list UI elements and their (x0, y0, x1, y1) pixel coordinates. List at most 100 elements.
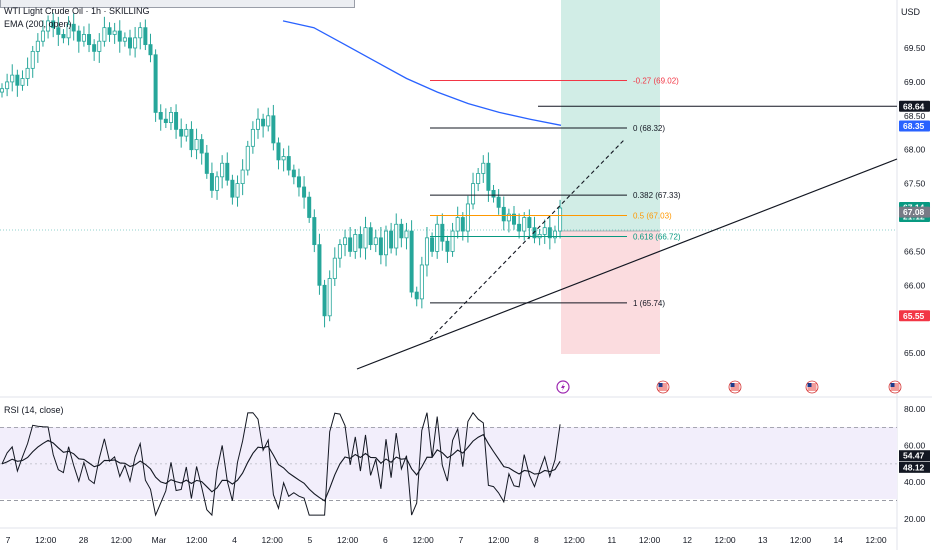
fib-level-label: 0.5 (67.03) (633, 211, 672, 220)
candle-body (476, 173, 481, 184)
candle-body (266, 115, 271, 127)
candle-body (230, 179, 235, 198)
time-tick-label: 7 (6, 535, 11, 545)
lightning-icon-bolt (561, 383, 565, 391)
candle-body (414, 291, 419, 300)
candle-body (133, 37, 138, 49)
rsi-legend[interactable]: RSI (14, close) (4, 405, 64, 415)
lightning-icon[interactable] (556, 380, 570, 394)
price-tick-label: 67.50 (904, 179, 926, 189)
candle-body (25, 67, 30, 79)
stop-zone[interactable] (561, 231, 660, 354)
candle-body (450, 230, 455, 252)
candle-body (327, 278, 332, 317)
candle-body (15, 74, 20, 86)
candle-body (107, 27, 112, 35)
rsi-tag-bg (899, 450, 930, 462)
us-flag-icon-stripe (730, 389, 740, 391)
candle-body (158, 112, 163, 120)
time-tick-label: 12:00 (790, 535, 812, 545)
ema-line[interactable] (282, 20, 562, 126)
price-tick-label: 68.00 (904, 145, 926, 155)
time-tick-label: 14 (834, 535, 844, 545)
candle-body (522, 217, 527, 232)
us-flag-icon-stripe (890, 383, 900, 385)
candle-body (353, 234, 358, 252)
us-flag-icon-stripe (730, 383, 740, 385)
rsi-tick-label: 80.00 (904, 404, 926, 414)
candle-body (291, 169, 296, 178)
candle-body (5, 81, 10, 90)
us-flag-icon[interactable] (728, 380, 742, 394)
candle-body (435, 223, 440, 252)
time-tick-label: 12:00 (111, 535, 133, 545)
price-tick-label: 65.00 (904, 348, 926, 358)
currency-label[interactable]: USD (900, 7, 920, 17)
ema-path (282, 20, 562, 126)
candle-body (332, 257, 337, 279)
drawings[interactable]: -0.27 (69.02) 0 (68.32) 0.382 (67.33) 0.5 (… (356, 77, 898, 370)
candle-body (56, 27, 61, 35)
candle-body (179, 128, 184, 137)
candle-body (383, 230, 388, 256)
us-flag-icon-stripe (807, 387, 817, 389)
candle-body (527, 217, 532, 229)
rsi-ma-line (1, 433, 561, 502)
candle-body (76, 30, 81, 42)
ema-legend[interactable]: EMA (200, open) (4, 19, 72, 29)
us-flag-icon-stripe (890, 385, 900, 387)
projection-line (429, 138, 626, 340)
tag-target-bg (899, 100, 930, 112)
rsi-tag-label: 54.47 (903, 451, 925, 461)
candle-body (517, 223, 522, 232)
candle-body (378, 237, 383, 256)
candle-body (363, 227, 368, 249)
symbol-info-box[interactable] (0, 0, 355, 8)
candle-body (430, 237, 435, 252)
price-tick-label: 69.00 (904, 77, 926, 87)
candle-body (35, 40, 40, 52)
candle-body (547, 227, 552, 239)
candle-body (317, 244, 322, 286)
us-flag-icon-stripe (807, 389, 817, 391)
tag-target-label: 68.64 (903, 101, 925, 111)
candle-body (481, 162, 486, 174)
rsi-tick-label: 20.00 (904, 514, 926, 524)
us-flag-icon[interactable] (656, 380, 670, 394)
us-flag-icon[interactable] (888, 380, 902, 394)
candle-body (199, 139, 204, 154)
us-flag-icon[interactable] (805, 380, 819, 394)
candle-body (163, 118, 168, 123)
candle-body (250, 128, 255, 147)
symbol-title[interactable]: WTI Light Crude Oil · 1h · SKILLING (4, 6, 150, 16)
candle-body (153, 54, 158, 113)
candle-body (440, 223, 445, 242)
rsi-tag-bg (899, 461, 930, 473)
price-tick-label: 66.50 (904, 246, 926, 256)
us-flag-icon-stripe (658, 387, 668, 389)
candle-body (307, 196, 312, 218)
time-axis[interactable]: 7 12:00 28 12:00 Mar 12:00 4 12:00 5 12:00 6 12:00 7… (6, 535, 887, 545)
candle-body (143, 27, 148, 46)
time-tick-label: 12:00 (639, 535, 661, 545)
candle-body (552, 230, 557, 239)
price-tick-label: 68.50 (904, 111, 926, 121)
candle-body (486, 162, 491, 191)
candle-body (71, 23, 76, 32)
candle-body (245, 145, 250, 171)
time-tick-label: 12:00 (337, 535, 359, 545)
candle-body (148, 44, 153, 56)
event-markers[interactable] (556, 380, 902, 394)
candle-body (40, 30, 45, 42)
candle-body (271, 115, 276, 144)
candle-body (558, 207, 563, 232)
candle-body (46, 20, 51, 32)
candle-body (225, 162, 230, 181)
price-axis[interactable]: 69.5069.0068.5068.0067.5067.0066.5066.00… (899, 43, 930, 358)
candle-body (542, 227, 547, 235)
us-flag-icon-stripe (807, 383, 817, 385)
target-zone[interactable] (561, 0, 660, 231)
candle-body (286, 156, 291, 171)
